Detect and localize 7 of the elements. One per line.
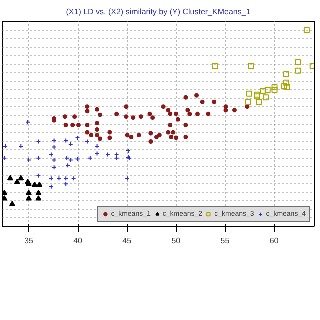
x-tick-label: 60 [270, 236, 280, 246]
x-tick-label: 50 [172, 236, 182, 246]
chart-title: (X1) LD vs. (X2) similarity by (Y) Cluster_KMeans_1 [66, 8, 252, 16]
x-tick-label: 35 [24, 236, 34, 246]
x-tick-label: 55 [220, 236, 230, 246]
x-tick-label: 45 [122, 236, 132, 246]
x-tick-label: 40 [74, 236, 84, 246]
